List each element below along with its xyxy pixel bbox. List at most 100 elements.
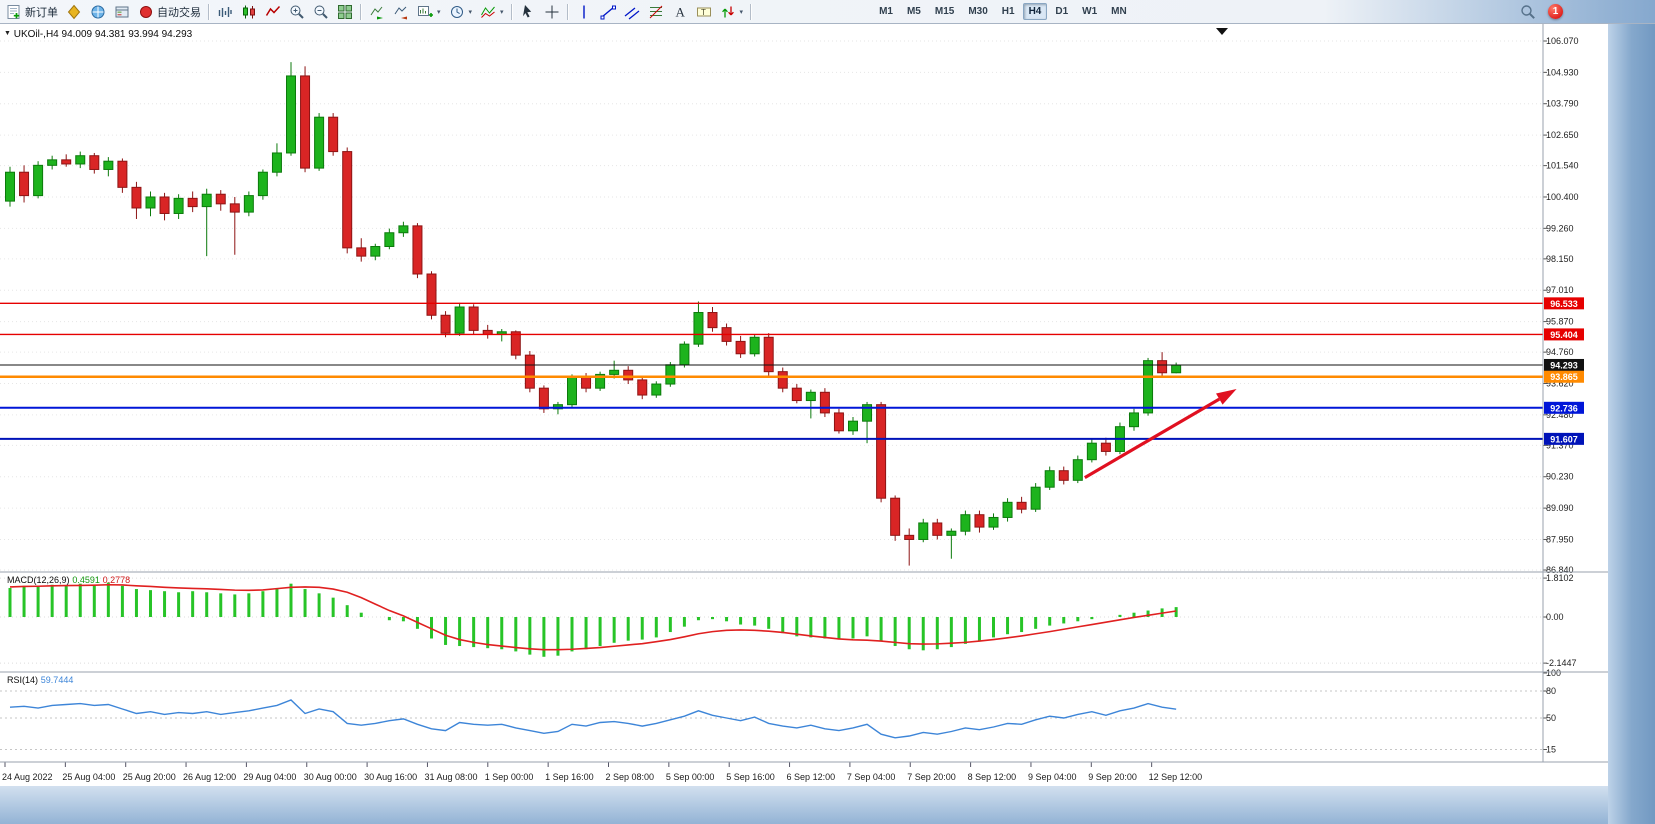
trendline-button[interactable] [596,1,620,23]
macd-signal-value: 0.2778 [102,575,131,585]
rsi-panel[interactable] [0,690,1543,750]
indicators-icon [481,6,495,18]
bar-chart-icon [218,6,232,17]
periods-dropdown[interactable]: ▾ [445,1,477,23]
navigator-button[interactable] [86,1,110,23]
svg-text:106.070: 106.070 [1546,36,1579,46]
svg-text:87.950: 87.950 [1546,534,1574,544]
macd-panel[interactable] [0,577,1543,664]
svg-text:94.760: 94.760 [1546,347,1574,357]
arrows-icon [721,6,734,17]
time-axis: 24 Aug 2022 25 Aug 04:00 25 Aug 20:00 26 Au… [2,762,1202,782]
svg-text:99.260: 99.260 [1546,223,1574,233]
chart-shift-button[interactable] [389,1,413,23]
rsi-name: RSI(14) [7,675,39,685]
cursor-button[interactable] [516,1,540,23]
timeframe-mn-button[interactable]: MN [1111,6,1127,17]
new-order-button[interactable]: 新订单 [2,1,62,23]
label-button[interactable]: T [692,1,716,23]
zoom-out-button[interactable] [309,1,333,23]
search-button[interactable] [1516,1,1540,23]
svg-text:89.090: 89.090 [1546,503,1574,513]
auto-trading-label: 自动交易 [157,6,201,19]
svg-text:0.00: 0.00 [1546,612,1564,622]
channel-button[interactable] [620,1,644,23]
chevron-down-icon: ▾ [739,8,744,16]
svg-text:93.865: 93.865 [1550,372,1578,382]
auto-trading-button[interactable]: 自动交易 [134,1,205,23]
chart-ohlc-values: 94.009 94.381 93.994 94.293 [61,29,193,40]
auto-trading-icon [140,5,152,18]
collapse-toggle-icon[interactable]: ▼ [4,30,11,37]
macd-main-value: 0.4591 [72,575,100,585]
svg-text:96.533: 96.533 [1550,299,1578,309]
terminal-button[interactable] [110,1,134,23]
market-watch-icon [67,4,81,19]
bar-chart-button[interactable] [213,1,237,23]
svg-text:1.8102: 1.8102 [1546,573,1574,583]
svg-text:1 Sep 16:00: 1 Sep 16:00 [545,772,594,782]
price-panel[interactable] [0,28,1543,571]
svg-text:90.230: 90.230 [1546,472,1574,482]
line-chart-button[interactable] [261,1,285,23]
timeframe-h1-button[interactable]: H1 [1001,6,1015,17]
timeframe-m5-button[interactable]: M5 [906,6,921,17]
svg-text:-2.1447: -2.1447 [1546,658,1577,668]
chart-symbol-period: UKOil-,H4 [13,29,59,40]
toolbar-separator [750,3,753,20]
svg-text:2 Sep 08:00: 2 Sep 08:00 [606,772,655,782]
svg-text:6 Sep 12:00: 6 Sep 12:00 [787,772,836,782]
svg-text:100: 100 [1546,668,1561,678]
window-bottom-edge [0,786,1608,824]
toolbar-separator [510,3,513,20]
svg-text:98.150: 98.150 [1546,254,1574,264]
notification-badge[interactable]: 1 [1548,4,1563,19]
svg-text:24 Aug 2022: 24 Aug 2022 [2,772,53,782]
candlestick-chart-button[interactable] [237,1,261,23]
svg-text:9 Sep 04:00: 9 Sep 04:00 [1028,772,1077,782]
auto-scroll-button[interactable] [365,1,389,23]
timeframe-d1-button[interactable]: D1 [1055,6,1069,17]
svg-text:92.480: 92.480 [1546,410,1574,420]
svg-text:12 Sep 12:00: 12 Sep 12:00 [1149,772,1203,782]
cursor-icon [522,4,531,17]
zoom-in-button[interactable] [285,1,309,23]
timeframe-w1-button[interactable]: W1 [1082,6,1098,17]
price-scale: 106.070 104.930 103.790 102.650 101.540 100.4… [1543,36,1584,755]
svg-text:102.650: 102.650 [1546,130,1579,140]
svg-text:30 Aug 00:00: 30 Aug 00:00 [304,772,357,782]
svg-text:104.930: 104.930 [1546,67,1579,77]
svg-text:25 Aug 04:00: 25 Aug 04:00 [62,772,115,782]
toolbar-right-group: 1 [1516,1,1655,23]
channel-icon [624,6,639,20]
timeframe-h4-button[interactable]: H4 [1022,3,1048,20]
chart-canvas[interactable]: 24 Aug 2022 25 Aug 04:00 25 Aug 20:00 26 Au… [0,24,1608,786]
vertical-line-button[interactable] [572,1,596,23]
text-button[interactable]: A [668,1,692,23]
svg-text:15: 15 [1546,745,1556,755]
indicators-dropdown[interactable]: ▾ [476,1,508,23]
svg-text:95.870: 95.870 [1546,317,1574,327]
market-watch-button[interactable] [62,1,86,23]
fibonacci-button[interactable] [644,1,668,23]
timeframe-m15-button[interactable]: M15 [934,6,955,17]
arrows-dropdown[interactable]: ▾ [716,1,748,23]
svg-text:9 Sep 20:00: 9 Sep 20:00 [1088,772,1137,782]
crosshair-icon [545,5,559,18]
text-icon: A [675,4,685,19]
chevron-down-icon: ▾ [500,8,504,16]
new-chart-dropdown[interactable]: ▾ [413,1,445,23]
svg-text:80: 80 [1546,686,1556,696]
svg-text:25 Aug 20:00: 25 Aug 20:00 [123,772,176,782]
svg-text:94.293: 94.293 [1550,360,1578,370]
timeframe-m30-button[interactable]: M30 [968,6,988,17]
new-order-icon [7,4,20,19]
tile-windows-button[interactable] [333,1,357,23]
line-chart-icon [265,5,281,16]
crosshair-button[interactable] [540,1,564,23]
chevron-down-icon: ▾ [437,8,441,16]
toolbar-separator [208,3,210,20]
chart-title: ▼ UKOil-,H4 94.009 94.381 93.994 94.293 [4,29,192,40]
timeframe-m1-button[interactable]: M1 [879,6,893,17]
